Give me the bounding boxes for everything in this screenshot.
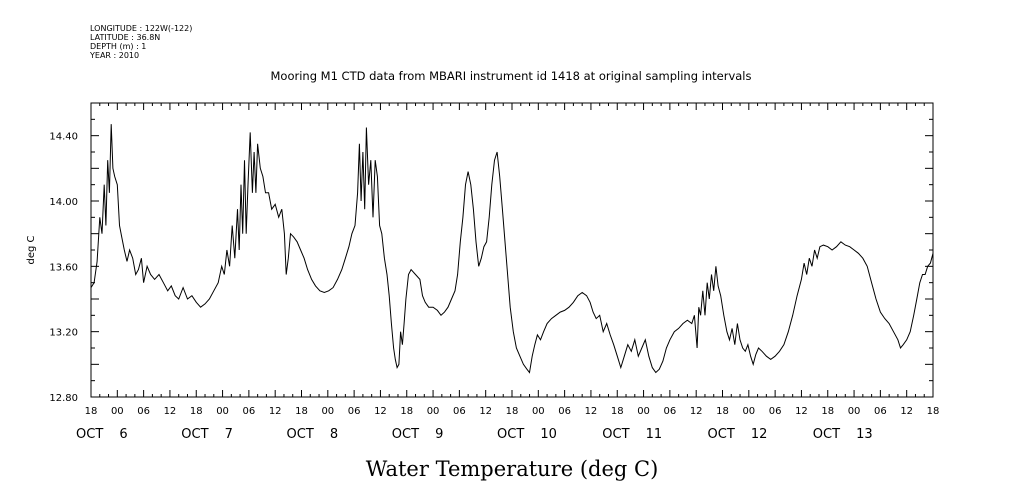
x-day-label-month: OCT — [76, 427, 103, 442]
x-day-label-number: 13 — [856, 427, 873, 442]
chart-title: Mooring M1 CTD data from MBARI instrumen… — [271, 69, 752, 83]
x-hour-label: 18 — [927, 406, 940, 417]
x-hour-label: 06 — [769, 406, 782, 417]
x-hour-label: 06 — [453, 406, 466, 417]
x-day-label-month: OCT — [181, 427, 208, 442]
x-day-label-number: 10 — [540, 427, 557, 442]
x-hour-label: 18 — [190, 406, 203, 417]
x-hour-label: 12 — [900, 406, 913, 417]
x-day-labels: OCT 6 OCT 7 OCT 8 OCT 9 OCT 10 OCT 11 OCT 12 OCT 13 — [76, 427, 873, 442]
plot-frame — [90, 102, 934, 398]
y-tick-label: 13.20 — [49, 328, 78, 339]
y-tick-label: 13.60 — [49, 262, 78, 273]
x-hour-label: 00 — [532, 406, 545, 417]
x-day-label-month: OCT — [497, 427, 524, 442]
x-day-label-month: OCT — [287, 427, 314, 442]
x-day-label-number: 11 — [646, 427, 663, 442]
x-day-label-month: OCT — [708, 427, 735, 442]
x-hour-label: 00 — [216, 406, 229, 417]
y-tick-labels: 12.80 13.20 13.60 14.00 14.40 — [49, 132, 78, 404]
x-hour-label: 00 — [427, 406, 440, 417]
series-line-water-temperature — [90, 124, 934, 374]
x-day-label-number: 7 — [225, 427, 233, 442]
y-tick-label: 14.00 — [49, 197, 78, 208]
x-hour-label: 00 — [321, 406, 334, 417]
y-tick-label: 12.80 — [49, 393, 78, 404]
y-axis-label: deg C — [26, 235, 37, 264]
x-hour-label: 18 — [506, 406, 519, 417]
x-hour-label: 00 — [111, 406, 124, 417]
x-hour-label: 00 — [742, 406, 755, 417]
x-hour-label: 06 — [243, 406, 256, 417]
x-day-label-month: OCT — [602, 427, 629, 442]
x-hour-label: 12 — [374, 406, 387, 417]
x-day-label-number: 6 — [119, 427, 127, 442]
longitude-label: LONGITUDE : 122W(-122) — [90, 24, 192, 33]
x-axis-label: Water Temperature (deg C) — [366, 457, 659, 481]
axis-ticks — [90, 102, 934, 398]
x-day-label-number: 8 — [330, 427, 338, 442]
x-hour-label: 18 — [295, 406, 308, 417]
x-hour-label: 00 — [637, 406, 650, 417]
x-hour-label: 06 — [348, 406, 361, 417]
x-hour-label: 12 — [479, 406, 492, 417]
x-hour-label: 18 — [716, 406, 729, 417]
x-hour-label: 12 — [690, 406, 703, 417]
x-hour-label: 12 — [269, 406, 282, 417]
depth-label: DEPTH (m) : 1 — [90, 42, 146, 51]
x-hour-label: 06 — [664, 406, 677, 417]
x-day-label-number: 9 — [435, 427, 443, 442]
x-hour-label: 12 — [164, 406, 177, 417]
x-hour-labels: 18 00 06 12 18 00 06 12 18 00 06 12 18 00 06 12 18 00 06 12… — [85, 406, 940, 417]
x-hour-label: 00 — [848, 406, 861, 417]
x-hour-label: 06 — [558, 406, 571, 417]
x-day-label-number: 12 — [751, 427, 768, 442]
x-hour-label: 18 — [821, 406, 834, 417]
x-hour-label: 06 — [137, 406, 150, 417]
x-hour-label: 12 — [585, 406, 598, 417]
x-hour-label: 12 — [795, 406, 808, 417]
x-hour-label: 18 — [400, 406, 413, 417]
x-hour-label: 18 — [611, 406, 624, 417]
x-day-label-month: OCT — [392, 427, 419, 442]
y-tick-label: 14.40 — [49, 132, 78, 143]
x-hour-label: 18 — [85, 406, 98, 417]
x-day-label-month: OCT — [813, 427, 840, 442]
metadata-block: LONGITUDE : 122W(-122) LATITUDE : 36.8N … — [89, 24, 192, 60]
x-hour-label: 06 — [874, 406, 887, 417]
year-label: YEAR : 2010 — [89, 51, 139, 60]
latitude-label: LATITUDE : 36.8N — [90, 33, 160, 42]
